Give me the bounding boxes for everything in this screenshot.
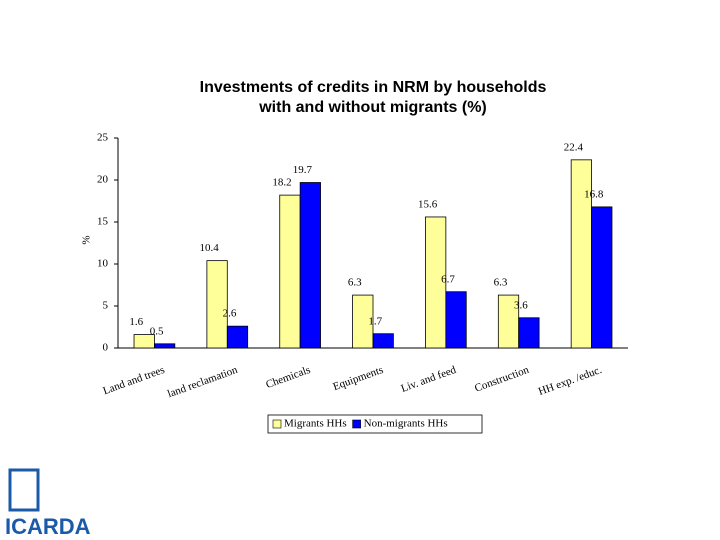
logo-text: ICARDA <box>5 514 91 539</box>
legend-swatch <box>272 419 282 429</box>
bar <box>154 343 176 349</box>
y-tick-label: 20 <box>97 174 109 186</box>
bar <box>206 260 228 349</box>
data-label: 19.7 <box>293 164 313 176</box>
x-tick-label: Liv. and feed <box>399 364 458 395</box>
y-tick-label: 25 <box>97 132 109 144</box>
data-label: 22.4 <box>564 141 584 153</box>
data-label: 6.3 <box>348 277 362 289</box>
y-axis-label: % <box>81 235 93 244</box>
bar <box>133 334 155 349</box>
y-tick-label: 5 <box>103 300 109 312</box>
data-label: 0.5 <box>150 325 164 337</box>
y-tick-label: 0 <box>103 342 109 354</box>
bar <box>425 216 447 349</box>
data-label: 16.8 <box>584 188 604 200</box>
bar <box>279 194 301 349</box>
legend-label: Migrants HHs <box>284 418 347 430</box>
x-tick-label: Land and trees <box>101 364 166 397</box>
legend-label: Non-migrants HHs <box>364 418 448 430</box>
logo: ICARDA <box>5 468 91 539</box>
bar <box>518 317 540 349</box>
bar <box>372 333 394 349</box>
legend-swatch <box>352 419 361 429</box>
x-tick-label: Equipments <box>331 364 384 393</box>
x-tick-label: Construction <box>473 364 531 395</box>
data-label: 6.7 <box>441 273 455 285</box>
legend-box <box>267 414 483 434</box>
y-tick-label: 15 <box>97 216 109 228</box>
data-label: 18.2 <box>272 177 291 189</box>
chart-title: with and without migrants (%) <box>258 99 487 116</box>
data-label: 1.6 <box>129 316 143 328</box>
y-tick-label: 10 <box>97 258 109 270</box>
data-label: 1.7 <box>368 315 382 327</box>
data-label: 15.6 <box>418 198 438 210</box>
logo-mark <box>8 468 40 512</box>
x-tick-label: HH exp. /educ. <box>537 364 604 398</box>
data-label: 3.6 <box>514 299 528 311</box>
data-label: 10.4 <box>199 242 219 254</box>
x-tick-label: land reclamation <box>166 364 240 401</box>
bar <box>226 325 249 349</box>
data-label: 6.3 <box>494 277 508 289</box>
x-tick-label: Chemicals <box>264 364 312 391</box>
chart-title: Investments of credits in NRM by househo… <box>200 79 547 96</box>
bar <box>591 206 613 349</box>
bar <box>352 294 374 349</box>
legend: Migrants HHs Non-migrants HHs <box>267 414 483 434</box>
data-label: 2.6 <box>223 308 237 320</box>
bar <box>299 182 321 349</box>
bar <box>445 291 467 349</box>
